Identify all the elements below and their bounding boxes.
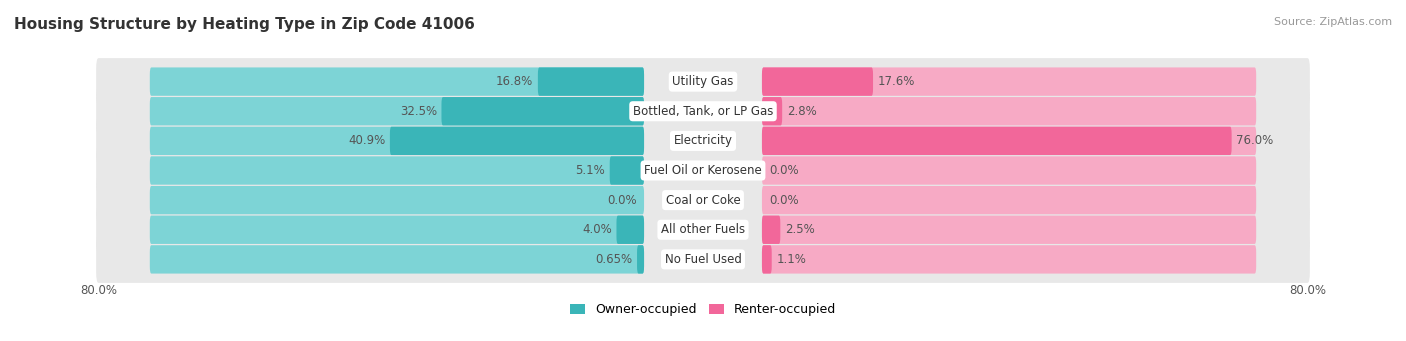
FancyBboxPatch shape (762, 245, 772, 273)
FancyBboxPatch shape (637, 245, 644, 273)
Text: 5.1%: 5.1% (575, 164, 605, 177)
FancyBboxPatch shape (150, 156, 644, 185)
FancyBboxPatch shape (150, 127, 644, 155)
FancyBboxPatch shape (762, 97, 1256, 125)
FancyBboxPatch shape (96, 117, 1310, 164)
FancyBboxPatch shape (762, 245, 1256, 273)
FancyBboxPatch shape (389, 127, 644, 155)
Text: 17.6%: 17.6% (877, 75, 915, 88)
Text: Utility Gas: Utility Gas (672, 75, 734, 88)
FancyBboxPatch shape (762, 216, 1256, 244)
Text: Housing Structure by Heating Type in Zip Code 41006: Housing Structure by Heating Type in Zip… (14, 17, 475, 32)
FancyBboxPatch shape (96, 236, 1310, 283)
FancyBboxPatch shape (96, 88, 1310, 135)
Text: 32.5%: 32.5% (399, 105, 437, 118)
FancyBboxPatch shape (96, 147, 1310, 194)
Text: No Fuel Used: No Fuel Used (665, 253, 741, 266)
Text: 40.9%: 40.9% (349, 134, 385, 147)
Text: 0.65%: 0.65% (595, 253, 633, 266)
Text: Fuel Oil or Kerosene: Fuel Oil or Kerosene (644, 164, 762, 177)
Text: Source: ZipAtlas.com: Source: ZipAtlas.com (1274, 17, 1392, 27)
FancyBboxPatch shape (538, 68, 644, 96)
Legend: Owner-occupied, Renter-occupied: Owner-occupied, Renter-occupied (565, 298, 841, 321)
Text: 76.0%: 76.0% (1236, 134, 1274, 147)
FancyBboxPatch shape (96, 58, 1310, 105)
FancyBboxPatch shape (762, 68, 873, 96)
Text: 2.8%: 2.8% (787, 105, 817, 118)
FancyBboxPatch shape (610, 156, 644, 185)
FancyBboxPatch shape (762, 186, 1256, 214)
Text: 0.0%: 0.0% (607, 194, 637, 207)
FancyBboxPatch shape (762, 216, 780, 244)
Text: All other Fuels: All other Fuels (661, 223, 745, 236)
FancyBboxPatch shape (762, 127, 1232, 155)
FancyBboxPatch shape (616, 216, 644, 244)
FancyBboxPatch shape (150, 68, 644, 96)
FancyBboxPatch shape (96, 206, 1310, 253)
Text: Electricity: Electricity (673, 134, 733, 147)
FancyBboxPatch shape (150, 245, 644, 273)
FancyBboxPatch shape (150, 97, 644, 125)
Text: 1.1%: 1.1% (776, 253, 806, 266)
FancyBboxPatch shape (96, 177, 1310, 224)
FancyBboxPatch shape (762, 156, 1256, 185)
FancyBboxPatch shape (762, 97, 782, 125)
FancyBboxPatch shape (441, 97, 644, 125)
FancyBboxPatch shape (150, 186, 644, 214)
Text: 16.8%: 16.8% (496, 75, 533, 88)
FancyBboxPatch shape (762, 127, 1256, 155)
FancyBboxPatch shape (762, 68, 1256, 96)
Text: Coal or Coke: Coal or Coke (665, 194, 741, 207)
Text: Bottled, Tank, or LP Gas: Bottled, Tank, or LP Gas (633, 105, 773, 118)
Text: 0.0%: 0.0% (769, 164, 799, 177)
FancyBboxPatch shape (150, 216, 644, 244)
Text: 4.0%: 4.0% (582, 223, 612, 236)
Text: 0.0%: 0.0% (769, 194, 799, 207)
Text: 2.5%: 2.5% (785, 223, 814, 236)
